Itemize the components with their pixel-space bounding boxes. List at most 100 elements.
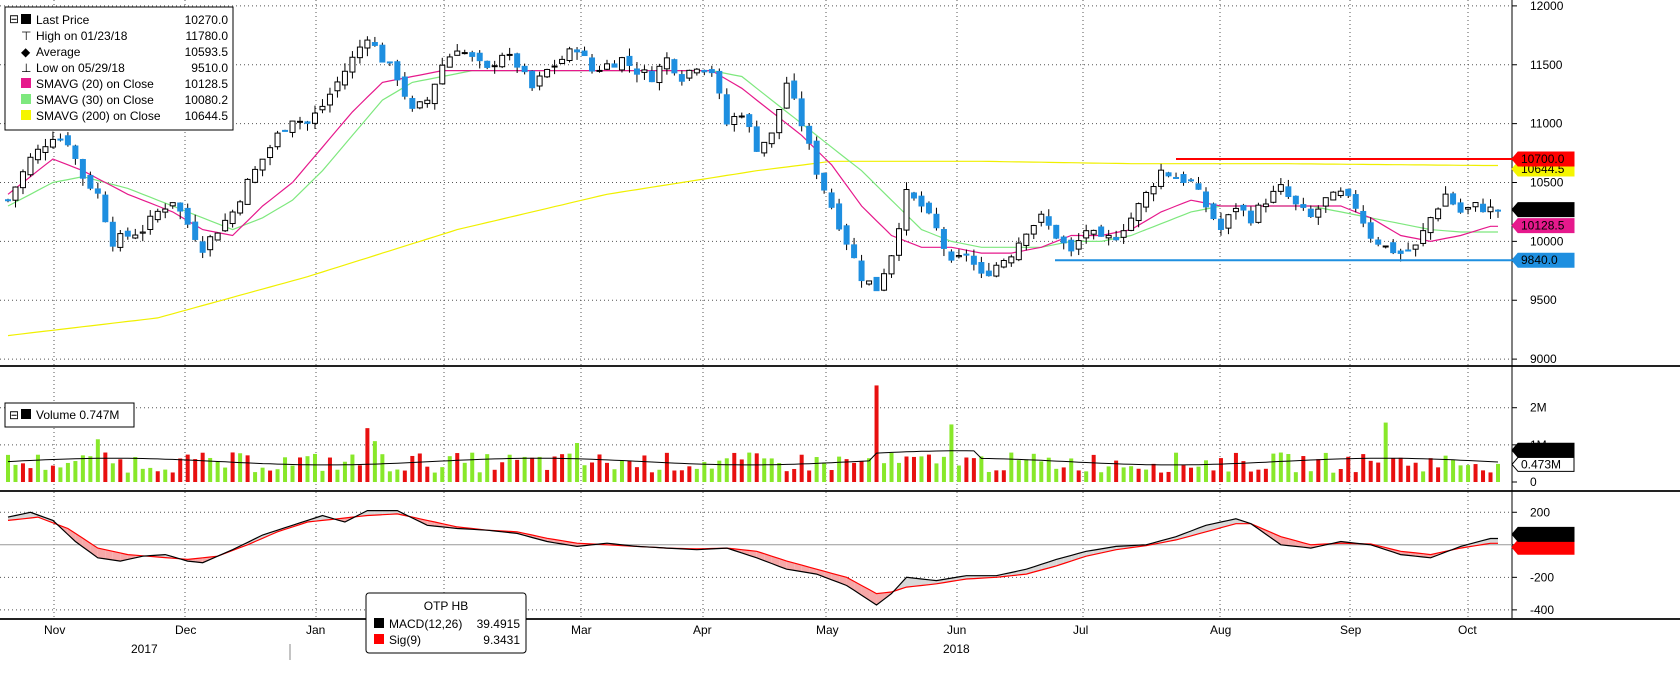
volume-bar <box>604 462 609 482</box>
price-tick-label: 9500 <box>1530 293 1557 307</box>
volume-bar <box>387 471 392 482</box>
volume-bar <box>844 459 849 482</box>
candle-body <box>858 260 865 282</box>
macd-legend-title: OTP HB <box>424 599 468 613</box>
macd-tick-label: 200 <box>1530 505 1550 519</box>
macd-line <box>7 510 1498 606</box>
candle-body <box>117 233 124 248</box>
volume-bar <box>814 457 819 482</box>
candle-body <box>1015 242 1022 261</box>
candle-body <box>1180 174 1187 183</box>
macd-legend[interactable]: OTP HB MACD(12,26) 39.4915 Sig(9) 9.3431 <box>365 592 527 654</box>
candle-body <box>207 236 214 251</box>
candle-body <box>1090 229 1097 235</box>
volume-bar <box>268 470 273 482</box>
volume-bar <box>1398 457 1403 482</box>
candle-body <box>379 44 386 63</box>
macd-histogram-fill <box>382 510 390 515</box>
volume-bar <box>1166 471 1171 482</box>
volume-bar <box>470 452 475 482</box>
candle-body <box>364 39 371 49</box>
volume-bar <box>290 465 295 482</box>
candle-body <box>506 53 513 56</box>
volume-bar <box>43 469 48 482</box>
volume-bar <box>911 456 916 482</box>
volume-bar <box>1218 458 1223 482</box>
macd-histogram-fill <box>1176 533 1184 540</box>
volume-bar <box>1054 468 1059 482</box>
volume-bar <box>1001 470 1006 482</box>
collapse-icon: ⊟ <box>9 408 19 422</box>
volume-bar <box>245 455 250 482</box>
volume-bar <box>185 454 190 482</box>
volume-bar <box>1031 453 1036 482</box>
volume-bar <box>694 468 699 482</box>
candle-body <box>836 203 843 230</box>
legend-value: 10080.2 <box>185 93 229 107</box>
volume-bar <box>964 457 969 482</box>
candle-body <box>237 201 244 214</box>
candle-body <box>686 69 693 79</box>
candle-body <box>154 210 161 221</box>
value-label-box <box>1511 151 1575 167</box>
volume-bar <box>477 472 482 482</box>
volume-bar <box>13 464 18 482</box>
volume-bar <box>58 467 63 482</box>
volume-legend[interactable]: ⊟ Volume 0.747M <box>4 402 135 428</box>
volume-bar <box>1009 452 1014 482</box>
candle-body <box>1188 179 1195 182</box>
candle-body <box>753 126 760 152</box>
volume-bar <box>1376 462 1381 482</box>
candle-body <box>776 109 783 134</box>
volume-bar <box>859 460 864 482</box>
volume-bar <box>65 462 70 482</box>
volume-bar <box>769 458 774 482</box>
volume-bar <box>462 462 467 482</box>
candle-body <box>918 195 925 207</box>
year-label: 2017 <box>131 642 158 656</box>
volume-bar <box>545 469 550 482</box>
volume-bar <box>80 455 85 482</box>
candle-body <box>821 172 828 191</box>
price-tick-label: 11500 <box>1530 58 1563 72</box>
candle-body <box>34 148 41 161</box>
volume-bar <box>73 461 78 482</box>
volume-bar <box>1391 458 1396 482</box>
candle-body <box>27 156 34 176</box>
candle-body <box>229 211 236 225</box>
value-label-box <box>1511 442 1575 458</box>
volume-bar <box>1024 459 1029 482</box>
candle-body <box>806 125 813 144</box>
candle-body <box>978 262 985 274</box>
volume-bar <box>6 454 10 482</box>
candle-body <box>603 63 610 70</box>
sma200-line <box>7 160 1498 337</box>
volume-bar <box>724 458 729 482</box>
candle-body <box>177 202 184 212</box>
macd-histogram-fill <box>322 515 330 521</box>
volume-bar <box>1263 468 1268 482</box>
legend-label: Low on 05/29/18 <box>36 61 125 75</box>
volume-bar <box>1129 466 1134 482</box>
price-legend[interactable]: ⊟ Last Price 10270.0 ⊤ High on 01/23/18 11780… <box>4 6 234 131</box>
volume-bar <box>1428 458 1433 482</box>
candle-body <box>326 93 333 106</box>
month-label: Nov <box>44 623 65 637</box>
candle-body <box>1457 202 1464 213</box>
volume-bar <box>882 463 887 482</box>
volume-bar <box>178 458 183 482</box>
candle-body <box>716 70 723 94</box>
month-label: Aug <box>1210 623 1231 637</box>
volume-bar <box>732 452 737 482</box>
legend-swatch <box>374 634 384 644</box>
candle-body <box>1450 193 1457 205</box>
sma20-path <box>7 70 1498 254</box>
legend-label: MACD(12,26) <box>389 617 462 631</box>
candle-body <box>881 273 888 291</box>
candle-body <box>529 70 536 89</box>
volume-bar <box>612 469 617 482</box>
macd-histogram-fill <box>374 510 383 516</box>
candle-body <box>1360 210 1367 224</box>
candle-body <box>1420 230 1427 244</box>
value-label-text: 0.473M <box>1521 457 1561 471</box>
